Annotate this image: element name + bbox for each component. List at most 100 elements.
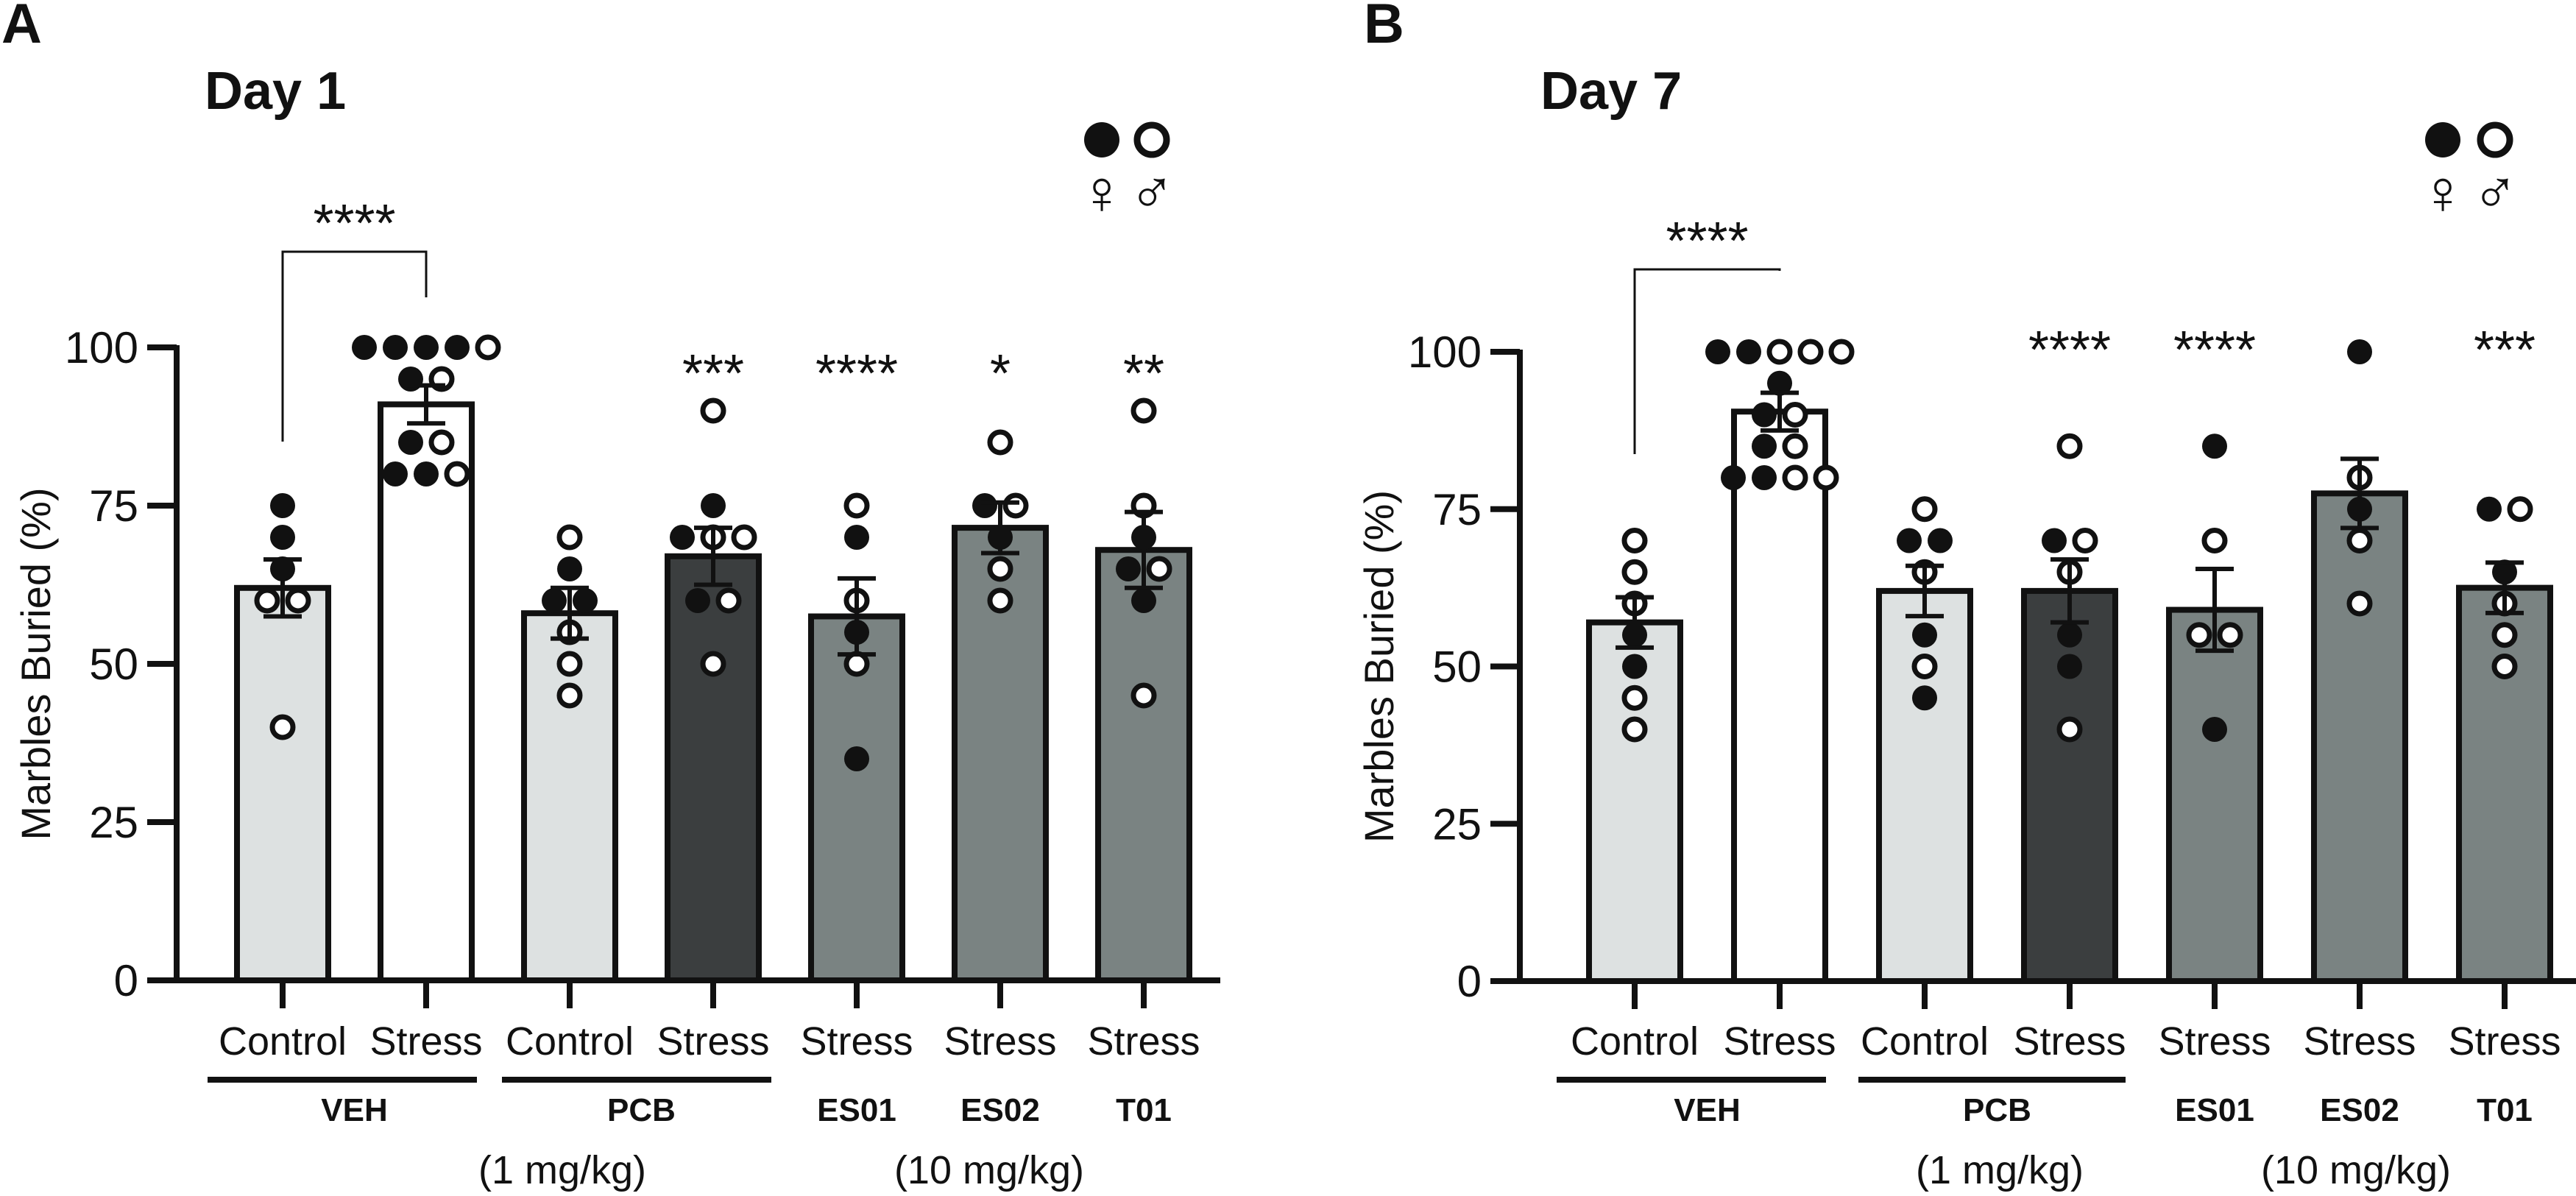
error-bar (1125, 509, 1163, 590)
dose-label: (10 mg/kg) (2261, 1148, 2451, 1192)
bar (1876, 587, 1973, 984)
group-label: VEH (1674, 1092, 1740, 1128)
bar-group (234, 584, 331, 1008)
female-point (670, 525, 695, 550)
female-point (1752, 434, 1777, 459)
female-point (1912, 685, 1937, 711)
male-point (475, 334, 501, 361)
error-bar (838, 576, 876, 657)
error-bar (1616, 595, 1654, 650)
male-point (556, 682, 583, 709)
male-point (2491, 622, 2518, 648)
bar (808, 613, 905, 983)
y-axis: 0 25 50 75 100 Marbles Buried (%) (13, 323, 180, 1005)
category-label: Stress (1087, 1019, 1200, 1064)
comparison-bracket: **** (281, 194, 428, 442)
male-point (1002, 492, 1029, 519)
male-point (2201, 528, 2228, 553)
category-label: Control (1571, 1019, 1699, 1064)
female-point (352, 335, 377, 360)
bar-group (2166, 606, 2263, 1009)
female-point (270, 525, 295, 550)
female-point (445, 335, 470, 360)
error-bar (1761, 390, 1799, 433)
male-point (843, 651, 870, 677)
female-point (1736, 339, 1761, 364)
male-point (1130, 397, 1157, 424)
y-tick-label: 75 (1432, 485, 1482, 534)
group-label: ES02 (2320, 1092, 2399, 1128)
group-label: T01 (2477, 1092, 2533, 1128)
group-label: VEH (321, 1092, 387, 1128)
significance-marker: *** (2474, 321, 2536, 380)
y-tick-label: 100 (1408, 328, 1482, 377)
female-point (1721, 465, 1746, 490)
y-axis: 0 25 50 75 100 Marbles Buried (%) (1356, 328, 1523, 1006)
male-point (700, 651, 726, 677)
bar-group (1731, 408, 1828, 1009)
male-point (2491, 654, 2518, 679)
male-point (1782, 402, 1808, 428)
significance-marker: **** (2028, 321, 2111, 380)
group-label: PCB (607, 1092, 676, 1128)
female-point (557, 556, 582, 581)
bar-group (1095, 547, 1192, 1008)
sex-legend: ♀ ♂ (1079, 121, 1175, 227)
female-point (2477, 496, 2502, 522)
male-point (444, 461, 470, 487)
error-bar (407, 383, 445, 426)
error-bar (2195, 566, 2234, 654)
bar-group (1586, 619, 1683, 1009)
female-point (398, 367, 423, 392)
female-point (844, 746, 869, 771)
female-point (2202, 434, 2227, 459)
group-label: PCB (1963, 1092, 2031, 1128)
male-point (428, 429, 455, 456)
bar (2021, 587, 2118, 984)
male-point (1621, 716, 1648, 743)
male-point (1621, 528, 1648, 553)
error-bar (981, 500, 1019, 556)
male-point (987, 429, 1013, 456)
female-point (270, 493, 295, 518)
male-point (1766, 339, 1793, 365)
sex-legend: ♀ ♂ (2420, 121, 2519, 227)
group-label: ES01 (817, 1092, 896, 1128)
category-label: Stress (2303, 1019, 2416, 1064)
bar-group (2311, 490, 2408, 1009)
y-tick-label: 50 (1432, 643, 1482, 692)
significance-marker: *** (682, 344, 744, 403)
female-point (1131, 588, 1156, 613)
male-point (269, 714, 296, 740)
y-tick-label: 0 (1457, 957, 1482, 1006)
male-point (2346, 590, 2373, 617)
female-point (2202, 717, 2227, 742)
male-point (2346, 528, 2373, 553)
bar (1095, 547, 1192, 983)
significance-marker: ** (1123, 344, 1164, 403)
category-label: Stress (944, 1019, 1056, 1064)
male-point (2217, 622, 2243, 648)
y-tick-label: 25 (1432, 799, 1482, 849)
y-tick-label: 25 (89, 798, 138, 847)
legend-male-symbol: ♂ (2472, 158, 2519, 227)
y-axis-label: Marbles Buried (%) (13, 487, 59, 840)
category-label: Control (219, 1019, 347, 1064)
category-label: Stress (657, 1019, 769, 1064)
male-point (715, 587, 742, 614)
bar (1731, 408, 1828, 984)
male-point (700, 397, 726, 424)
female-point (1622, 654, 1647, 679)
male-point (843, 492, 870, 519)
male-point (1146, 556, 1172, 582)
y-axis-label: Marbles Buried (%) (1356, 490, 1402, 843)
female-point (1116, 556, 1141, 581)
female-point (1705, 339, 1730, 364)
male-point (285, 587, 311, 614)
error-bar (2050, 557, 2089, 625)
dose-label: (1 mg/kg) (478, 1148, 646, 1192)
significance-marker: * (990, 344, 1011, 403)
female-point (573, 588, 598, 613)
bar (378, 401, 475, 983)
